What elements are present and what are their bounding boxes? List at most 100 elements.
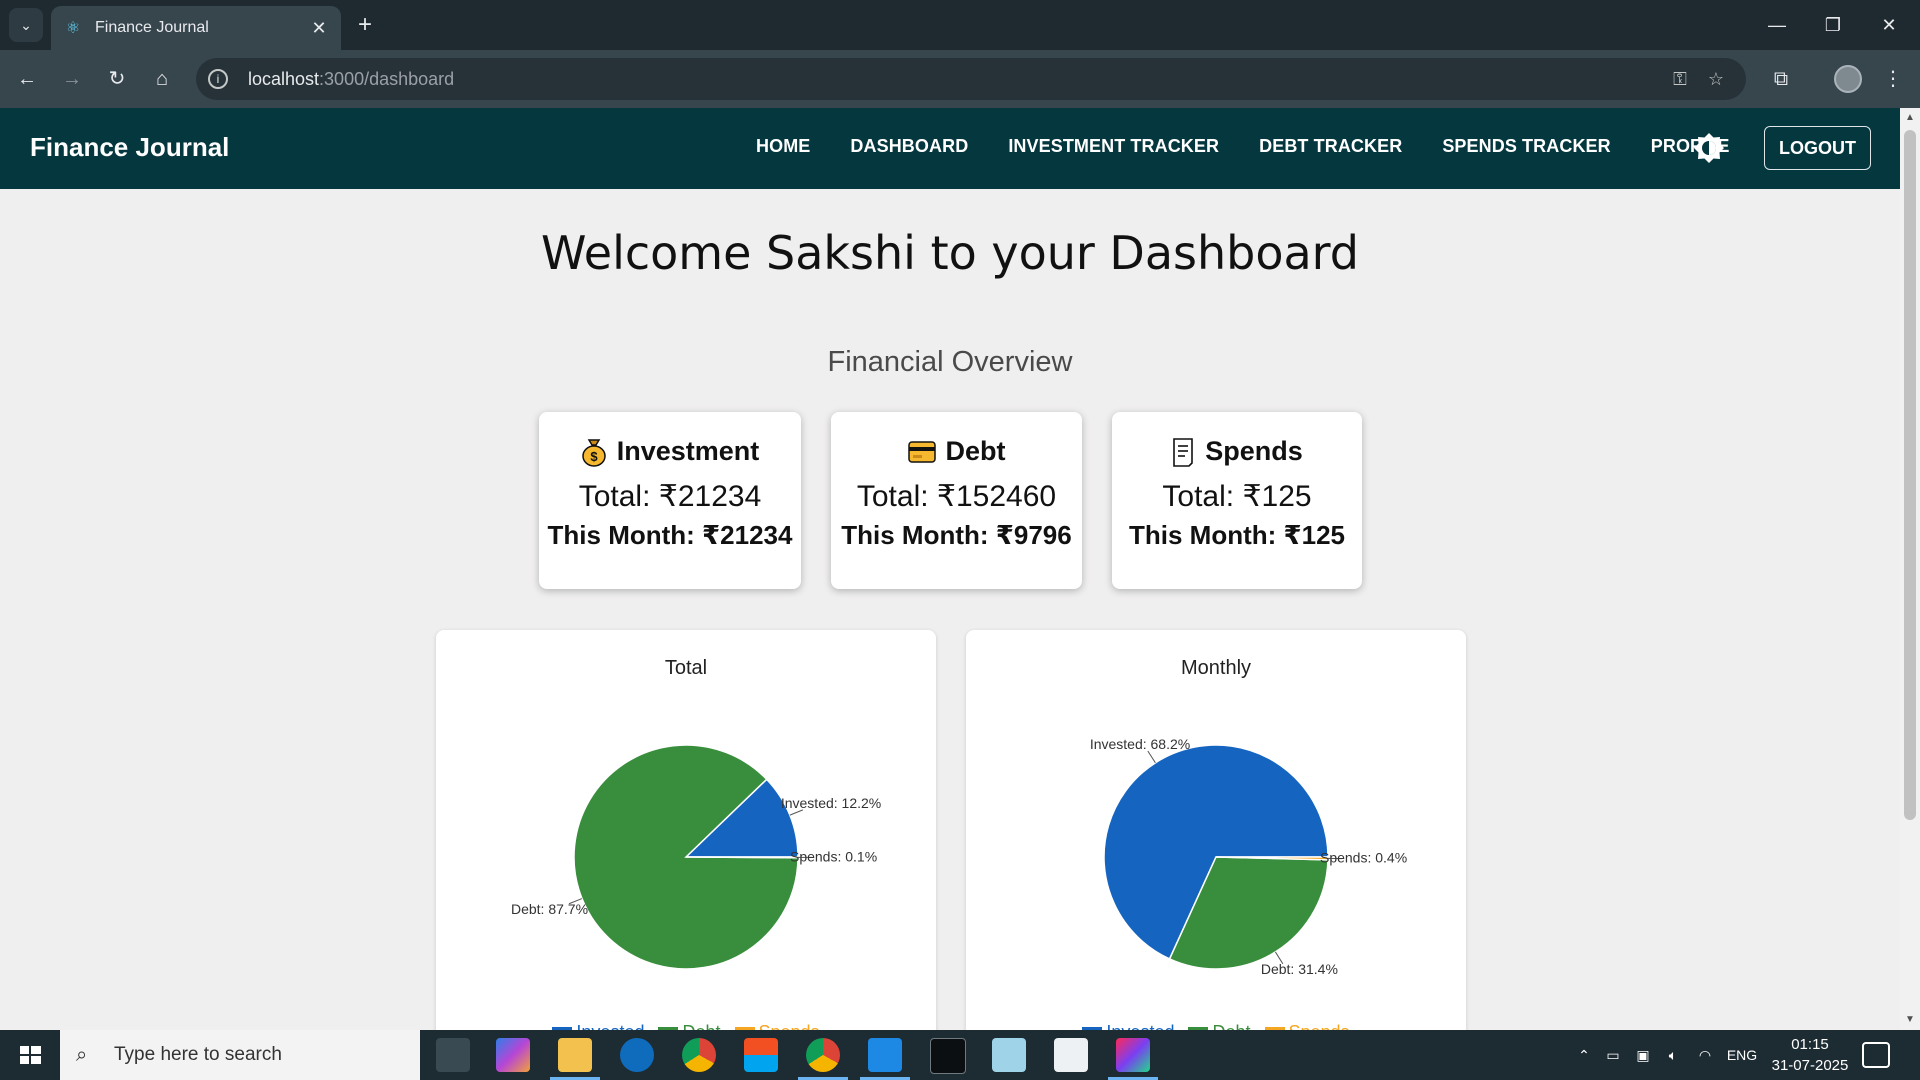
nav-debt-tracker[interactable]: DEBT TRACKER [1259,136,1403,156]
debt-card: Debt Total: ₹152460 This Month: ₹9796 [831,412,1082,589]
pie-slice-invested[interactable] [1103,744,1329,960]
wifi-icon[interactable]: ◠ [1698,1046,1712,1063]
slice-label-spends: Spends: 0.1% [790,848,877,864]
extensions-puzzle-icon[interactable]: ⧉ [1773,68,1789,90]
debt-card-label: Debt [945,436,1006,466]
new-tab-button[interactable]: + [357,11,372,38]
slice-label-spends: Spends: 0.4% [1320,850,1407,866]
file-explorer-icon[interactable] [558,1038,592,1072]
money-bag-icon: $ [581,438,606,467]
minimize-window-button[interactable]: — [1768,15,1786,35]
intellij-icon[interactable] [1116,1038,1150,1072]
back-arrow-icon[interactable]: ← [17,68,37,90]
close-tab-icon[interactable]: ✕ [311,17,327,38]
slice-label-invested: Invested: 12.2% [781,795,881,811]
volume-icon[interactable]: 🔈︎ [1668,1046,1678,1063]
bookmark-star-icon[interactable]: ☆ [1707,68,1725,89]
system-tray: ⌃ ▭ ▣ 🔈︎ ◠ ENG [1570,1030,1762,1080]
investment-card: $ Investment Total: ₹21234 This Month: ₹… [539,412,801,589]
tab-title: Finance Journal [95,19,209,36]
pie-slice-spends[interactable] [685,856,799,859]
chrome-profile-icon[interactable] [806,1038,840,1072]
address-bar[interactable]: i localhost:3000/dashboard ⚿ ☆ [196,58,1746,100]
reload-icon[interactable]: ↻ [108,68,126,90]
browser-menu-icon[interactable]: ⋮ [1883,68,1903,90]
taskbar-search-placeholder: Type here to search [114,1044,282,1065]
spends-total: Total: ₹125 [1162,480,1312,513]
security-shield-icon[interactable] [1054,1038,1088,1072]
page-scrollbar[interactable]: ▲ ▼ [1900,108,1920,1030]
total-pie-chart: Invested: 12.2% Debt: 87.7% Spends: 0.1% [511,744,881,970]
forward-arrow-icon[interactable]: → [62,68,82,90]
slice-label-leader [789,809,804,816]
active-app-indicator [860,1077,910,1080]
app-brand[interactable]: Finance Journal [30,132,230,162]
windows-taskbar: ⌕ Type here to search ⌃ ▭ ▣ 🔈︎ ◠ ENG 01:… [0,1030,1920,1080]
home-icon[interactable]: ⌂ [155,68,169,90]
nav-investment-tracker[interactable]: INVESTMENT TRACKER [1008,136,1220,156]
credit-card-icon [907,440,936,463]
page-title: Welcome Sakshi to your Dashboard [540,226,1359,280]
svg-text:$: $ [590,449,598,464]
slice-label-leader [1274,951,1284,965]
nav-dashboard[interactable]: DASHBOARD [850,136,969,156]
url-text[interactable]: localhost:3000/dashboard [248,68,455,89]
chevron-up-icon[interactable]: ⌃ [1578,1046,1590,1063]
receipt-icon [1173,437,1194,467]
investment-month: This Month: ₹21234 [547,520,793,550]
slice-label-debt: Debt: 87.7% [511,901,588,917]
scroll-down-arrow-icon[interactable]: ▼ [1905,1014,1915,1025]
notifications-icon[interactable] [1862,1042,1890,1068]
battery-icon[interactable]: ▭ [1606,1046,1620,1063]
chrome-icon[interactable] [682,1038,716,1072]
slice-label-invested: Invested: 68.2% [1090,736,1190,752]
site-info-icon[interactable]: i [208,69,228,89]
taskbar-clock[interactable]: 01:15 31-07-2025 [1760,1034,1860,1076]
slice-label-leader [1147,750,1156,764]
slice-label-debt: Debt: 31.4% [1261,961,1338,977]
clock-date: 31-07-2025 [1771,1057,1849,1074]
close-window-button[interactable]: ✕ [1881,15,1897,35]
windows-start-icon[interactable] [0,1030,60,1080]
scrollbar-thumb[interactable] [1904,130,1916,820]
logout-button[interactable]: LOGOUT [1764,126,1871,170]
terminal-icon[interactable] [930,1038,966,1074]
microsoft-365-icon[interactable] [496,1038,530,1072]
browser-profile-avatar[interactable] [1834,65,1862,93]
theme-toggle-icon[interactable] [1693,132,1725,164]
language-indicator[interactable]: ENG [1726,1047,1758,1063]
monthly-chart-card: Monthly Invested: 68.2% Debt: 31.4% Spends… [966,630,1466,1050]
scroll-up-arrow-icon[interactable]: ▲ [1905,112,1915,123]
active-app-indicator [1108,1077,1158,1080]
chevron-down-icon: ⌄ [20,16,32,33]
tab-search-button[interactable]: ⌄ [9,8,43,42]
restore-window-button[interactable]: ❐ [1824,15,1842,35]
spends-card: Spends Total: ₹125 This Month: ₹125 [1112,412,1362,589]
microsoft-store-icon[interactable] [744,1038,778,1072]
nav-home[interactable]: HOME [756,136,811,156]
active-app-indicator [798,1077,848,1080]
nav-links: HOME DASHBOARD INVESTMENT TRACKER DEBT T… [756,136,1729,157]
monthly-pie-chart: Invested: 68.2% Debt: 31.4% Spends: 0.4% [1090,736,1407,977]
meet-now-icon[interactable]: ▣ [1636,1046,1650,1063]
nav-spends-tracker[interactable]: SPENDS TRACKER [1442,136,1611,156]
outlook-icon[interactable] [620,1038,654,1072]
debt-month: This Month: ₹9796 [841,520,1072,550]
clock-time: 01:15 [1791,1036,1829,1053]
vscode-icon[interactable] [868,1038,902,1072]
password-key-icon[interactable]: ⚿ [1673,68,1687,89]
spends-month: This Month: ₹125 [1129,520,1345,550]
notepad-icon[interactable] [992,1038,1026,1072]
browser-tab-strip: ⌄ ⚛ Finance Journal ✕ + — ❐ ✕ [0,0,1920,50]
taskbar-search-box[interactable]: ⌕ Type here to search [60,1030,420,1080]
task-view-icon[interactable] [436,1038,470,1072]
active-app-indicator [550,1077,600,1080]
section-title: Financial Overview [827,346,1073,378]
search-icon: ⌕ [76,1043,88,1066]
chart-title: Total [664,657,708,679]
browser-toolbar: ← → ↻ ⌂ i localhost:3000/dashboard ⚿ ☆ ⧉… [0,50,1920,108]
investment-total: Total: ₹21234 [578,480,762,513]
app-navbar: Finance Journal HOME DASHBOARD INVESTMEN… [0,108,1900,189]
chart-title: Monthly [1180,657,1252,679]
browser-tab[interactable]: ⚛ Finance Journal ✕ [51,6,341,50]
